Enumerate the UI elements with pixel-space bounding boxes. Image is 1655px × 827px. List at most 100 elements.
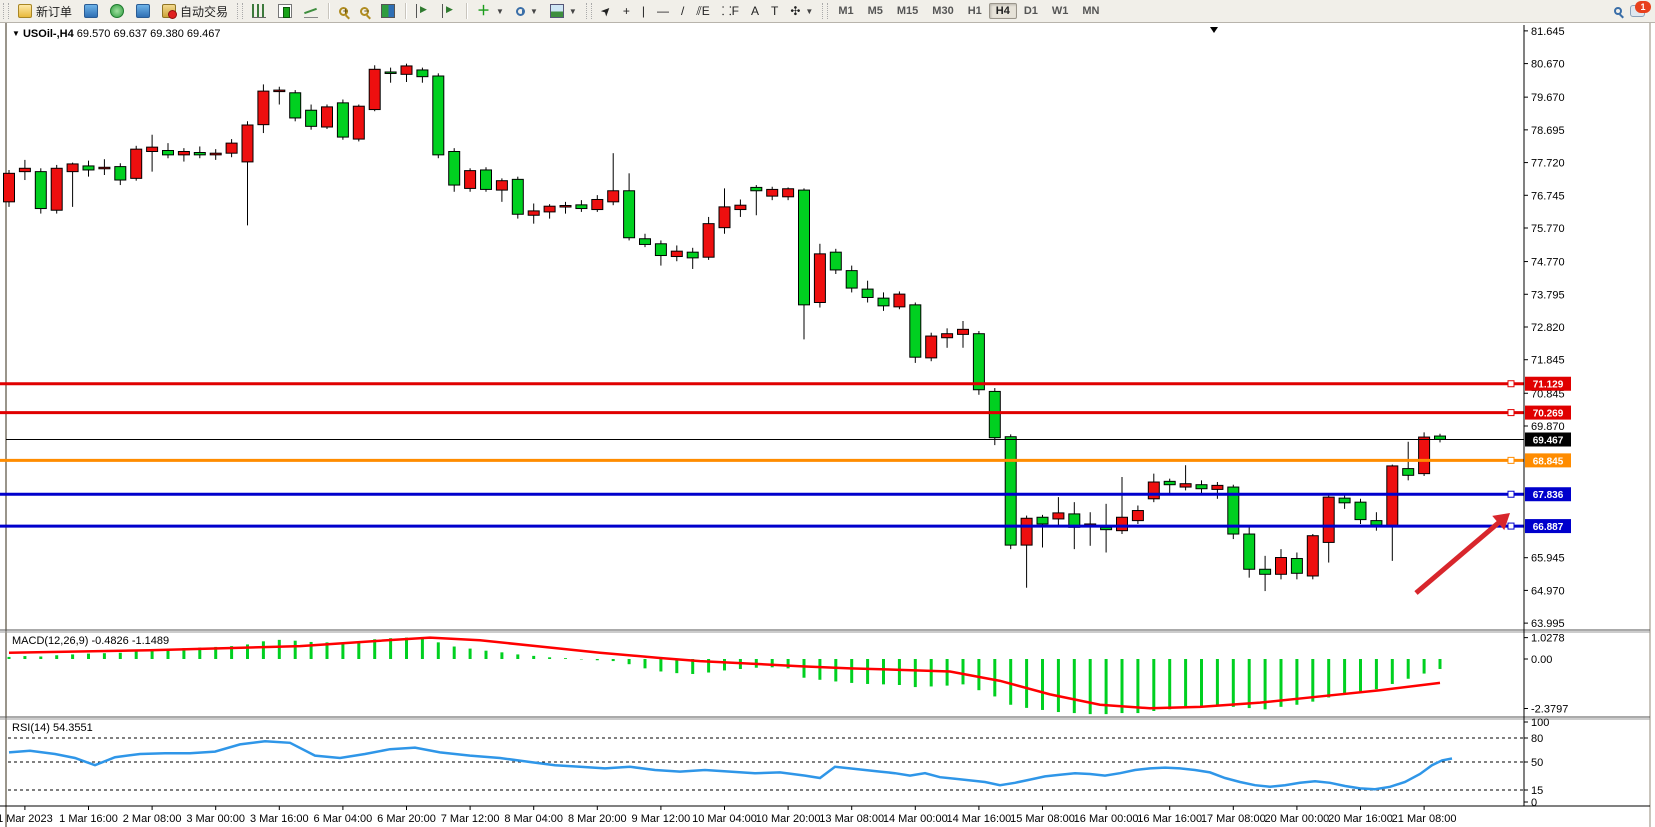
zoom-out-button[interactable]: − [354, 0, 375, 22]
candle-body [782, 188, 795, 198]
candle-body [368, 68, 381, 111]
candle-body [527, 210, 540, 216]
candle-body [1290, 558, 1303, 574]
price-tick-label: 70.845 [1531, 388, 1565, 400]
timeframe-w1-button[interactable]: W1 [1051, 5, 1069, 17]
toolbar-separator [405, 3, 407, 19]
level-price-badge-label: 68.845 [1533, 456, 1564, 467]
candle-body [1036, 516, 1049, 525]
line-chart-button[interactable] [298, 0, 324, 22]
templates-button[interactable]: ▼ [544, 0, 583, 22]
candlestick-chart-button[interactable] [272, 0, 298, 22]
candle-body [1020, 517, 1033, 546]
search-icon[interactable] [1614, 7, 1622, 15]
candle-body [623, 190, 636, 239]
autotrading-button[interactable]: 自动交易 [156, 0, 234, 22]
candle-body [1354, 501, 1367, 521]
price-tick-label: 79.670 [1531, 92, 1565, 104]
text-button[interactable]: A [745, 0, 765, 22]
rsi-indicator-label: RSI(14) 54.3551 [12, 722, 93, 734]
auto-scroll-button[interactable] [410, 0, 436, 22]
new-order-button[interactable]: 新订单 [12, 0, 78, 22]
chevron-down-icon[interactable]: ▼ [529, 6, 538, 16]
zoom-in-button[interactable]: + [333, 0, 354, 22]
arrows-button[interactable]: ✣ ▼ [784, 0, 819, 22]
chart-shift-button[interactable] [436, 0, 462, 22]
time-tick-label: 7 Mar 12:00 [441, 813, 500, 825]
candle-body [607, 190, 620, 203]
macd-signal-line [8, 636, 1441, 710]
rsi-tick-label: 100 [1531, 717, 1549, 729]
price-tick-label: 64.970 [1531, 585, 1565, 597]
toolbar-grip [585, 3, 592, 19]
chevron-down-icon[interactable]: ▼ [805, 6, 814, 16]
candle-body [1163, 480, 1176, 486]
macd-tick-label: 0.00 [1531, 654, 1552, 666]
chart-window[interactable]: 81.645 80.670 79.670 78.695 77.720 76.745 75.7… [0, 23, 1655, 827]
timeframe-m30-button[interactable]: M30 [932, 5, 954, 17]
candle-body [305, 109, 318, 127]
timeframe-mn-button[interactable]: MN [1082, 5, 1100, 17]
current-price-badge-label: 69.467 [1533, 436, 1564, 447]
level-line-handle[interactable] [1507, 490, 1515, 498]
symbol-label: USOil-,H4 [22, 28, 74, 40]
chat-icon[interactable]: 1 [1630, 1, 1651, 17]
timeframe-m5-button[interactable]: M5 [867, 5, 883, 17]
level-price-badge [1525, 453, 1571, 468]
candle-body [893, 293, 906, 308]
timeframe-h4-button[interactable]: H4 [988, 3, 1017, 19]
profiles-button[interactable] [78, 0, 104, 22]
arrow-annotation-head[interactable] [1492, 513, 1510, 531]
time-tick-label: 10 Mar 20:00 [756, 813, 821, 825]
time-tick-label: 8 Mar 20:00 [568, 813, 627, 825]
rsi-line [8, 739, 1453, 791]
timeframe-h1-button[interactable]: H1 [967, 5, 982, 17]
navigator-button-icon [136, 4, 151, 18]
collapse-icon[interactable]: ▼ [12, 29, 20, 38]
candle-body [321, 106, 333, 128]
candle-body [384, 71, 397, 74]
chevron-down-icon[interactable]: ▼ [496, 6, 504, 16]
candle-body [941, 333, 954, 339]
bar-chart-button[interactable] [246, 0, 272, 22]
timeframe-m1-button[interactable]: M1 [838, 5, 854, 17]
time-tick-label: 6 Mar 20:00 [377, 813, 436, 825]
toolbar-separator [466, 3, 468, 19]
tile-windows-button[interactable] [375, 0, 401, 22]
level-line-handle[interactable] [1507, 380, 1515, 388]
fibonacci-button-icon: ⸬F [721, 4, 739, 18]
equidistant-channel-button[interactable]: ⫽E [690, 0, 715, 22]
level-line-handle[interactable] [1507, 456, 1515, 464]
scroll-marker-icon[interactable] [1210, 27, 1218, 33]
crosshair-button[interactable]: + [617, 0, 636, 22]
candle-body [909, 304, 922, 358]
candle-body [750, 186, 763, 192]
fibonacci-button[interactable]: ⸬F [716, 0, 745, 22]
level-line-handle[interactable] [1507, 522, 1515, 530]
navigator-button[interactable] [130, 0, 156, 22]
cursor-button[interactable]: ➤ [595, 0, 617, 22]
candle-body [1338, 497, 1351, 504]
periods-button[interactable]: ▼ [510, 0, 544, 22]
trendline-button[interactable]: / [675, 0, 690, 22]
time-tick-label: 3 Mar 00:00 [186, 813, 245, 825]
market-watch-button-icon [110, 4, 125, 18]
text-label-button[interactable]: T [765, 0, 784, 22]
candle-body [432, 75, 445, 156]
market-watch-button[interactable] [104, 0, 130, 22]
vertical-line-button[interactable]: | [636, 0, 651, 22]
timeframe-d1-button[interactable]: D1 [1023, 5, 1038, 17]
indicators-button[interactable]: ＋ ▼ [471, 0, 510, 22]
toolbar-grip [3, 3, 9, 19]
chevron-down-icon[interactable]: ▼ [568, 6, 577, 16]
zoom-in-button-icon: + [339, 6, 348, 16]
candle-body [146, 146, 159, 153]
arrow-annotation-shaft[interactable] [1414, 517, 1505, 595]
candle-body [3, 172, 15, 203]
timeframe-m15-button[interactable]: M15 [896, 5, 919, 17]
level-line-handle[interactable] [1507, 409, 1515, 417]
horizontal-line-button[interactable]: — [651, 0, 675, 22]
price-chart-canvas[interactable]: 81.645 80.670 79.670 78.695 77.720 76.745 75.7… [0, 23, 1655, 827]
chart-background [0, 23, 1655, 827]
candle-body [114, 166, 127, 181]
